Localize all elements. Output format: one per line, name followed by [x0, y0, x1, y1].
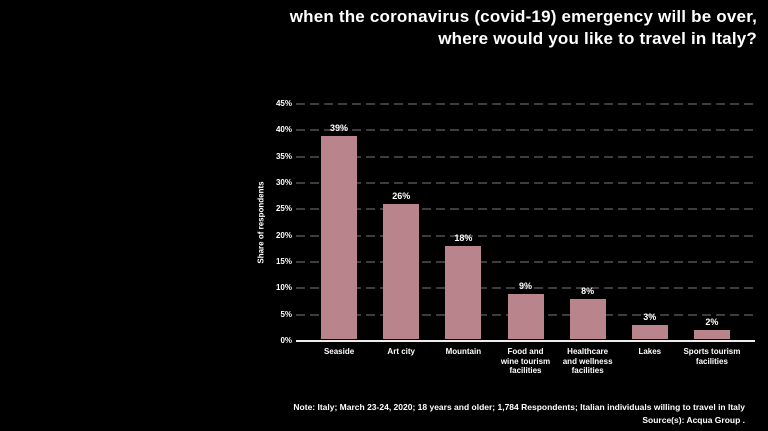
bar-value-label: 18% — [454, 233, 473, 244]
y-tick-label: 35% — [275, 151, 292, 161]
y-tick-label: 40% — [275, 125, 292, 135]
y-tick-label: 20% — [275, 230, 292, 240]
x-category-label: Seaside — [323, 347, 355, 356]
x-category-label: Lakes — [638, 347, 662, 356]
bar-value-label: 3% — [643, 312, 657, 323]
y-gridline — [296, 208, 755, 211]
bar — [631, 325, 668, 339]
bar — [507, 293, 544, 339]
x-category-label: Mountain — [445, 347, 482, 356]
y-tick-label: 45% — [275, 99, 292, 108]
x-category-label: Art city — [387, 347, 415, 356]
y-axis-title-container: Share of respondents — [252, 104, 270, 341]
x-category-label: Food and wine tourism facilities — [500, 347, 551, 375]
y-axis-title: Share of respondents — [256, 181, 266, 264]
y-gridline — [296, 261, 755, 263]
x-category-label: Sports tourism facilities — [683, 347, 741, 366]
bar-value-label: 8% — [581, 285, 595, 296]
y-tick-label: 0% — [280, 336, 292, 345]
chart-title: when the coronavirus (covid-19) emergenc… — [289, 7, 757, 48]
bar-value-label: 39% — [330, 122, 349, 133]
y-tick-label: 15% — [275, 257, 292, 266]
bar-value-label: 9% — [518, 280, 532, 291]
x-category-label: Healthcare and wellness facilities — [562, 347, 613, 375]
bar-value-label: 26% — [392, 191, 411, 202]
y-tick-label: 10% — [275, 283, 292, 293]
y-gridline — [296, 234, 755, 237]
y-tick-label: 5% — [280, 309, 292, 319]
x-axis-line — [296, 340, 755, 342]
y-gridline — [296, 287, 755, 290]
y-tick-label: 30% — [275, 178, 292, 187]
y-tick-label: 25% — [275, 204, 292, 214]
chart-note: Note: Italy; March 23-24, 2020; 18 years… — [293, 402, 745, 412]
y-gridline — [296, 103, 755, 105]
bar — [383, 204, 420, 339]
y-gridline — [296, 129, 755, 132]
chart-source: Source(s): Acqua Group . — [642, 415, 745, 425]
bar — [569, 298, 606, 339]
bar-value-label: 2% — [705, 317, 719, 328]
y-gridline — [296, 182, 755, 184]
bar — [693, 330, 730, 339]
plot-area: 0% 5% 10% 15% 20% 25% 30% 35% 40% 45% 39% Seaside 26… — [276, 99, 755, 375]
y-gridline — [296, 155, 755, 158]
chart-footer: Note: Italy; March 23-24, 2020; 18 years… — [293, 401, 745, 427]
bar — [321, 135, 358, 339]
bar — [445, 246, 482, 339]
